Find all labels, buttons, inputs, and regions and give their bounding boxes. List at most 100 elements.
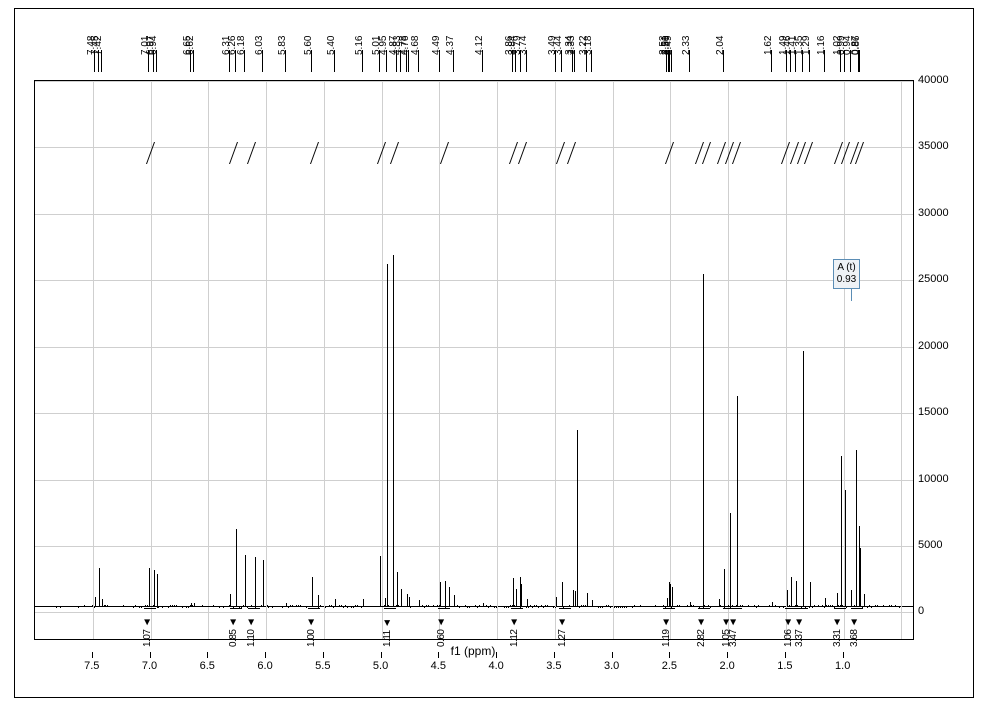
grid-horizontal bbox=[35, 480, 913, 481]
peak-ppm-label: 3.44 bbox=[553, 36, 564, 55]
integration-bracket bbox=[796, 608, 808, 609]
integration-value: 0.85 ◄ bbox=[228, 618, 239, 647]
peak-label-branch bbox=[689, 50, 690, 72]
nmr-peak bbox=[703, 274, 704, 607]
x-tick-label: 4.0 bbox=[488, 660, 503, 706]
y-tick-label: 40000 bbox=[918, 74, 996, 86]
integration-value: 1.06 ◄ bbox=[783, 618, 794, 647]
grid-vertical bbox=[324, 81, 325, 639]
peak-label-branch bbox=[526, 50, 527, 72]
x-tick-label: 2.0 bbox=[720, 660, 735, 706]
nmr-peak bbox=[516, 589, 517, 607]
y-tick-label: 20000 bbox=[918, 340, 996, 352]
nmr-peak bbox=[149, 568, 150, 607]
nmr-peak bbox=[851, 590, 852, 607]
y-tick-label: 5000 bbox=[918, 539, 996, 551]
peak-label-branch bbox=[193, 50, 194, 72]
integration-bracket bbox=[438, 608, 450, 609]
nmr-peak bbox=[810, 582, 811, 607]
nmr-peak bbox=[856, 450, 857, 607]
nmr-peak bbox=[587, 593, 588, 607]
peak-label-branch bbox=[771, 50, 772, 72]
integration-value: 2.82 ◄ bbox=[696, 618, 707, 647]
nmr-peak bbox=[841, 456, 842, 607]
grid-horizontal bbox=[35, 280, 913, 281]
integration-bracket bbox=[511, 608, 523, 609]
nmr-peak bbox=[380, 556, 381, 607]
peak-label-branch bbox=[482, 50, 483, 72]
peak-ppm-label: 0.86 bbox=[851, 36, 862, 55]
nmr-peak bbox=[513, 578, 514, 607]
nmr-peak bbox=[562, 582, 563, 607]
grid-vertical bbox=[208, 81, 209, 639]
nmr-peak bbox=[393, 255, 394, 607]
x-tick-label: 5.0 bbox=[373, 660, 388, 706]
nmr-peak bbox=[263, 560, 264, 607]
peak-ppm-label: 2.33 bbox=[681, 36, 692, 55]
grid-horizontal bbox=[35, 413, 913, 414]
integration-value: 1.27 ◄ bbox=[557, 618, 568, 647]
nmr-peak bbox=[99, 568, 100, 607]
peak-ppm-label: 4.37 bbox=[445, 36, 456, 55]
peak-ppm-label: 5.16 bbox=[354, 36, 365, 55]
nmr-peak bbox=[255, 557, 256, 607]
x-tick-label: 4.5 bbox=[431, 660, 446, 706]
x-tick-mark bbox=[669, 652, 670, 658]
peak-label-branch bbox=[262, 50, 263, 72]
assignment-box: A (t) 0.93 bbox=[833, 259, 860, 289]
peak-label-branch bbox=[859, 50, 860, 72]
peak-ppm-label: 6.94 bbox=[148, 36, 159, 55]
nmr-peak bbox=[445, 581, 446, 607]
grid-horizontal bbox=[35, 214, 913, 215]
x-tick-mark bbox=[554, 652, 555, 658]
assignment-connector bbox=[851, 289, 852, 301]
integration-value: 1.07 ◄ bbox=[142, 618, 153, 647]
nmr-peak bbox=[157, 574, 158, 607]
peak-ppm-label: 4.49 bbox=[431, 36, 442, 55]
y-tick-label: 35000 bbox=[918, 140, 996, 152]
peak-ppm-label: 2.04 bbox=[715, 36, 726, 55]
integration-bracket bbox=[730, 608, 742, 609]
peak-label-branch bbox=[671, 50, 672, 72]
integration-value: 1.10 ◄ bbox=[246, 618, 257, 647]
x-tick-mark bbox=[323, 652, 324, 658]
grid-vertical bbox=[613, 81, 614, 639]
x-tick-label: 1.5 bbox=[777, 660, 792, 706]
x-tick-mark bbox=[438, 652, 439, 658]
nmr-peak bbox=[737, 396, 738, 607]
x-tick-label: 3.0 bbox=[604, 660, 619, 706]
x-tick-label: 5.5 bbox=[315, 660, 330, 706]
x-tick-label: 2.5 bbox=[662, 660, 677, 706]
integration-bracket bbox=[230, 608, 242, 609]
nmr-peak bbox=[845, 490, 846, 607]
integration-value: 3.47 ◄ bbox=[728, 618, 739, 647]
grid-vertical bbox=[728, 81, 729, 639]
peak-label-branch bbox=[591, 50, 592, 72]
x-tick-mark bbox=[612, 652, 613, 658]
peak-ppm-label: 3.18 bbox=[583, 36, 594, 55]
x-tick-label: 6.5 bbox=[200, 660, 215, 706]
integration-value: 1.11 ◄ bbox=[382, 619, 393, 647]
peak-label-branch bbox=[334, 50, 335, 72]
integration-value: 1.12 ◄ bbox=[509, 618, 520, 647]
grid-vertical bbox=[151, 81, 152, 639]
grid-vertical bbox=[901, 81, 902, 639]
nmr-peak bbox=[449, 587, 450, 607]
nmr-peak bbox=[397, 572, 398, 607]
x-tick-label: 7.5 bbox=[84, 660, 99, 706]
integration-bracket bbox=[559, 608, 571, 609]
grid-vertical bbox=[382, 81, 383, 639]
nmr-peak bbox=[730, 513, 731, 607]
grid-vertical bbox=[93, 81, 94, 639]
peak-ppm-label: 6.62 bbox=[185, 36, 196, 55]
peak-ppm-label: 6.18 bbox=[236, 36, 247, 55]
integration-bracket bbox=[248, 608, 260, 609]
x-tick-label: 7.0 bbox=[142, 660, 157, 706]
nmr-peak bbox=[230, 594, 231, 607]
nmr-peak bbox=[409, 597, 410, 607]
nmr-peak bbox=[724, 569, 725, 607]
nmr-peak bbox=[796, 581, 797, 607]
nmr-peak bbox=[236, 529, 237, 607]
nmr-peak bbox=[791, 577, 792, 607]
integration-bracket bbox=[144, 608, 156, 609]
